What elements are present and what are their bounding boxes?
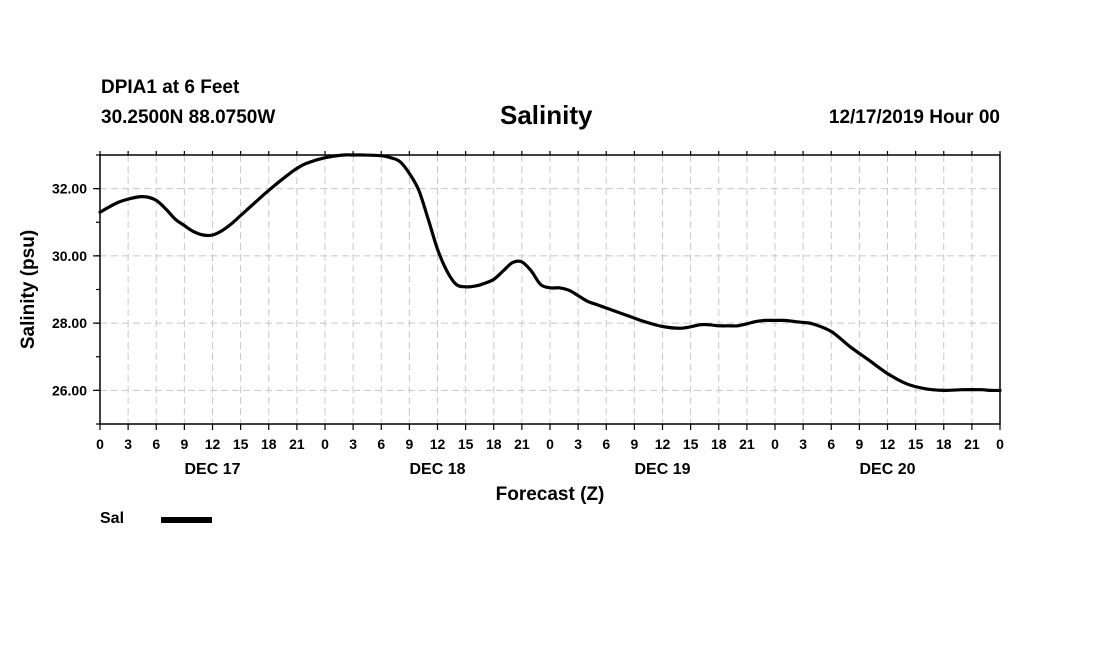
x-tick-label: 3 [124,436,132,452]
day-label: DEC 20 [859,461,915,478]
x-tick-label: 6 [827,436,835,452]
x-tick-label: 15 [908,436,924,452]
x-tick-label: 21 [514,436,530,452]
x-tick-label: 9 [405,436,413,452]
day-label: DEC 19 [634,461,690,478]
x-tick-label: 3 [799,436,807,452]
y-tick-label: 26.00 [52,382,87,398]
legend-swatch [161,517,212,523]
x-tick-label: 0 [996,436,1004,452]
x-tick-label: 0 [321,436,329,452]
station-label: DPIA1 at 6 Feet [101,77,240,98]
x-tick-label: 18 [261,436,277,452]
forecast-datetime: 12/17/2019 Hour 00 [828,107,1000,128]
day-label: DEC 17 [184,461,240,478]
chart-title: Salinity [500,100,593,130]
x-tick-label: 15 [458,436,474,452]
x-tick-label: 21 [964,436,980,452]
y-axis-label: Salinity (psu) [18,230,39,349]
x-tick-label: 6 [152,436,160,452]
x-tick-label: 15 [683,436,699,452]
x-tick-label: 0 [771,436,779,452]
x-tick-label: 9 [180,436,188,452]
x-tick-label: 12 [205,436,221,452]
day-label: DEC 18 [409,461,465,478]
x-tick-label: 0 [546,436,554,452]
x-tick-label: 18 [486,436,502,452]
x-tick-label: 9 [630,436,638,452]
x-tick-label: 21 [289,436,305,452]
x-tick-label: 12 [430,436,446,452]
x-tick-label: 15 [233,436,249,452]
x-axis-label: Forecast (Z) [496,484,605,505]
x-tick-label: 18 [936,436,952,452]
x-tick-label: 21 [739,436,755,452]
x-tick-label: 6 [602,436,610,452]
series-line-sal [98,153,1002,393]
coordinates-label: 30.2500N 88.0750W [101,107,276,128]
x-tick-label: 3 [574,436,582,452]
x-tick-label: 0 [96,436,104,452]
x-tick-label: 3 [349,436,357,452]
y-tick-label: 32.00 [52,181,87,197]
legend-label: Sal [100,510,125,527]
x-tick-label: 18 [711,436,727,452]
x-tick-label: 12 [880,436,896,452]
x-tick-label: 9 [855,436,863,452]
y-tick-label: 28.00 [52,315,87,331]
x-tick-label: 6 [377,436,385,452]
y-tick-label: 30.00 [52,248,87,264]
x-tick-label: 12 [655,436,671,452]
